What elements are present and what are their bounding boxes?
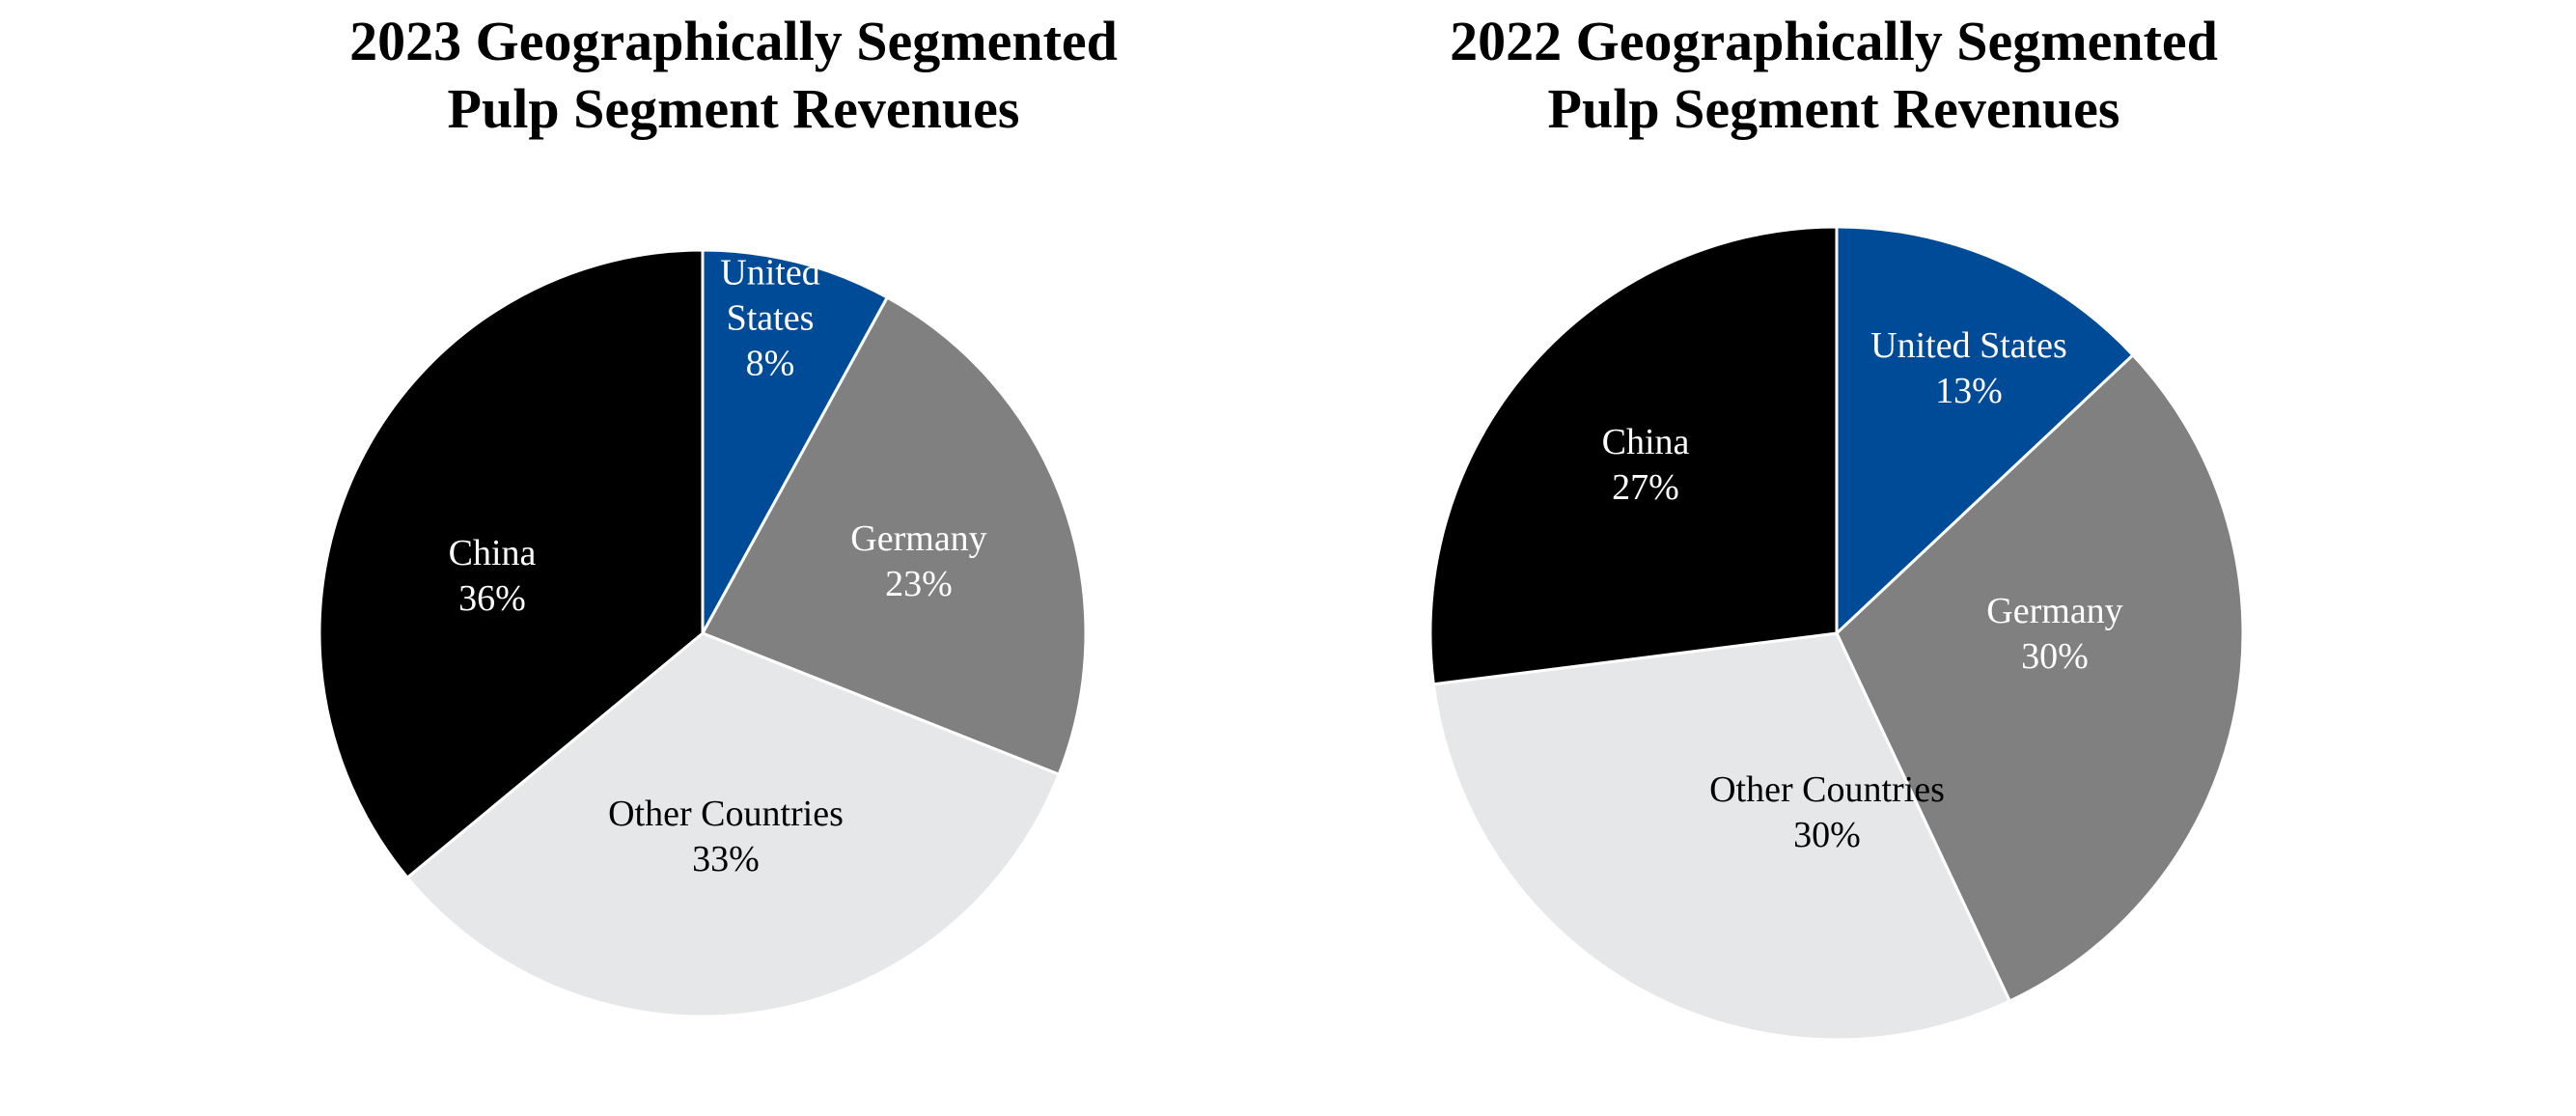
slice-percent: 30% <box>2021 636 2089 677</box>
pie-2022: United States 13%Germany 30%Other Countrie… <box>1428 225 2245 1042</box>
slice-label-china: China 36% <box>449 533 537 619</box>
slice-name: China <box>1602 422 1690 462</box>
chart-title-2023: 2023 Geographically Segmented Pulp Segme… <box>251 8 1216 143</box>
slice-percent: 27% <box>1612 467 1679 508</box>
pie-chart-2023: 2023 Geographically Segmented Pulp Segme… <box>251 8 1216 143</box>
slice-percent: 33% <box>692 839 760 879</box>
slice-percent: 36% <box>458 578 526 619</box>
slice-name: United <box>720 253 819 293</box>
pie-chart-2022: 2022 Geographically Segmented Pulp Segme… <box>1351 0 2576 1116</box>
pie-slice-china <box>1428 225 1839 686</box>
pie-slice-germany <box>1835 353 2245 1003</box>
slice-name: Germany <box>1986 591 2122 631</box>
slice-label-other-countries: Other Countries 30% <box>1709 769 1945 855</box>
slice-label-united-states: United States 13% <box>1870 325 2067 411</box>
pie-2023: United States 8% Germany 23% Other Countries 3… <box>318 248 1088 1018</box>
chart-title-2022: 2022 Geographically Segmented Pulp Segme… <box>1351 8 2316 143</box>
slice-label-china: China 27% <box>1602 422 1690 508</box>
pie-slice-united-states <box>1835 225 2135 635</box>
chart-title-line-2: Pulp Segment Revenues <box>1547 77 2120 140</box>
slice-name: States <box>727 298 815 339</box>
chart-title-line-1: 2022 Geographically Segmented <box>1450 10 2218 72</box>
slice-percent: 8% <box>746 344 795 384</box>
slice-percent: 30% <box>1793 815 1861 855</box>
pie-slice-china <box>318 248 705 879</box>
slice-name: Other Countries <box>608 794 844 834</box>
pie-slice-other-countries <box>1431 631 2011 1042</box>
pie-slice-united-states <box>701 248 889 635</box>
pie-slice-other-countries <box>405 631 1061 1018</box>
slice-label-united-states: United States 8% <box>720 253 819 384</box>
slice-label-germany: Germany 30% <box>1986 591 2122 677</box>
slice-percent: 13% <box>1935 371 2003 411</box>
slice-name: Germany <box>850 518 986 559</box>
pie-slice-germany <box>701 295 1088 776</box>
slice-label-other-countries: Other Countries 33% <box>608 794 844 879</box>
slice-percent: 23% <box>885 564 953 604</box>
slice-name: Other Countries <box>1709 769 1945 810</box>
chart-title-line-1: 2023 Geographically Segmented <box>349 10 1118 72</box>
slice-label-germany: Germany 23% <box>850 518 986 604</box>
slice-name: China <box>449 533 537 573</box>
slice-name: United States <box>1870 325 2067 366</box>
chart-title-line-2: Pulp Segment Revenues <box>447 77 1020 140</box>
